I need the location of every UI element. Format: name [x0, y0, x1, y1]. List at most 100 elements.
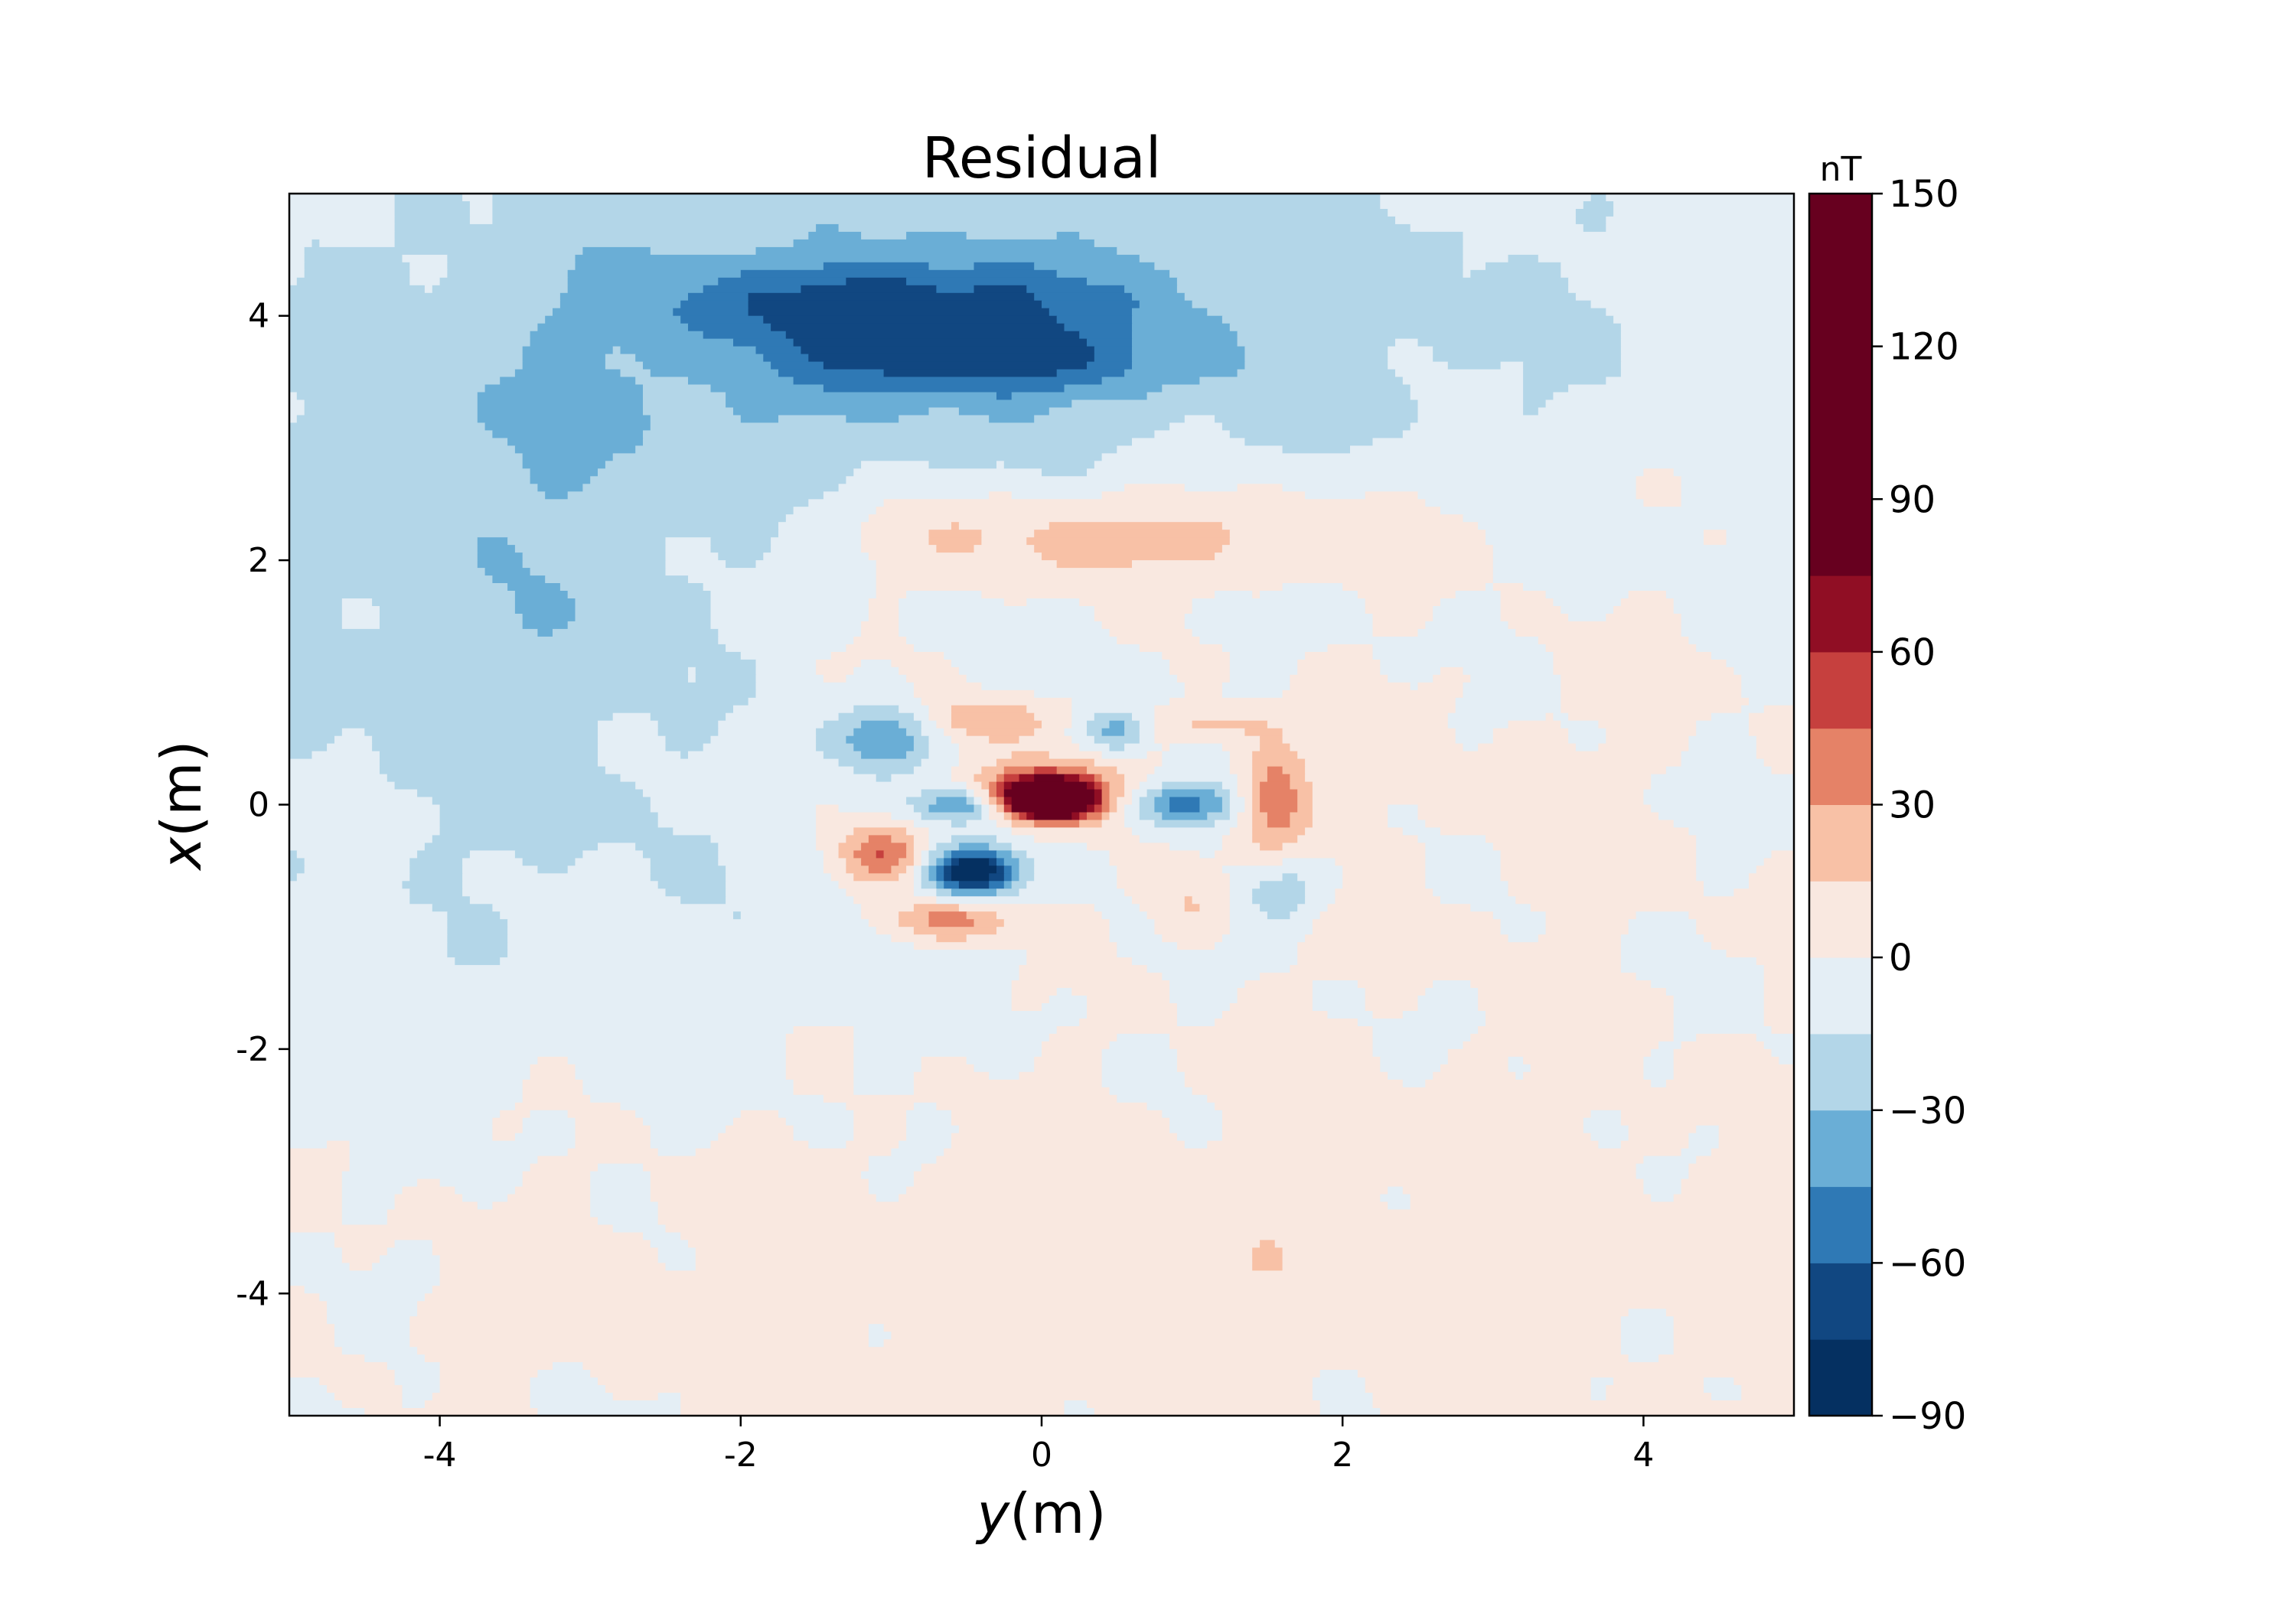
- contour-cell: [514, 1186, 591, 1195]
- contour-cell: [477, 399, 644, 409]
- contour-cell: [899, 858, 915, 867]
- contour-cell: [1169, 804, 1201, 813]
- contour-cell: [1673, 1071, 1794, 1081]
- contour-cell: [1643, 1064, 1675, 1073]
- contour-cell: [289, 598, 343, 607]
- contour-cell: [402, 881, 463, 890]
- contour-cell: [507, 1194, 591, 1203]
- contour-cell: [868, 919, 899, 927]
- contour-cell: [1417, 996, 1479, 1004]
- contour-cell: [921, 858, 930, 867]
- contour-cell: [846, 277, 907, 286]
- contour-cell: [327, 743, 373, 752]
- contour-cell: [289, 254, 305, 263]
- contour-cell: [1154, 797, 1170, 806]
- contour-cell: [1357, 1370, 1794, 1378]
- contour-cell: [1779, 1056, 1794, 1065]
- contour-cell: [1681, 491, 1794, 500]
- contour-cell: [657, 1201, 1388, 1211]
- contour-cell: [1771, 1026, 1794, 1035]
- contour-cell: [913, 1171, 1637, 1180]
- contour-cell: [1395, 369, 1524, 378]
- contour-cell: [1146, 911, 1231, 920]
- contour-cell: [559, 300, 681, 309]
- contour-cell: [1199, 376, 1404, 386]
- contour-cell: [1079, 331, 1133, 340]
- contour-cell: [974, 774, 997, 783]
- contour-cell: [1523, 361, 1622, 370]
- contour-cell: [439, 804, 651, 813]
- contour-cell: [327, 1140, 351, 1149]
- contour-cell: [1718, 1133, 1794, 1142]
- contour-cell: [1492, 911, 1547, 920]
- contour-cell: [380, 606, 516, 614]
- contour-cell: [906, 1110, 952, 1119]
- contour-cell: [921, 1056, 967, 1065]
- contour-cell: [289, 927, 448, 935]
- contour-cell: [665, 553, 719, 561]
- contour-cell: [530, 476, 591, 485]
- contour-cell: [778, 1110, 855, 1119]
- contour-cell: [289, 674, 689, 683]
- contour-cell: [1003, 919, 1110, 927]
- contour-cell: [507, 927, 877, 935]
- contour-cell: [1756, 743, 1794, 752]
- contour-cell: [1117, 1033, 1170, 1042]
- contour-cell: [996, 797, 1005, 806]
- contour-cell: [665, 560, 726, 569]
- contour-cell: [605, 461, 862, 470]
- contour-cell: [665, 568, 877, 576]
- contour-cell: [906, 636, 1118, 645]
- contour-cell: [643, 438, 1133, 447]
- contour-cell: [1094, 614, 1186, 622]
- contour-cell: [1101, 1064, 1178, 1073]
- contour-cell: [726, 881, 840, 890]
- contour-cell: [1019, 888, 1125, 898]
- contour-cell: [1312, 781, 1652, 790]
- contour-cell: [710, 598, 869, 607]
- contour-cell: [1681, 499, 1794, 508]
- contour-cell: [1215, 942, 1298, 950]
- contour-cell: [1282, 843, 1427, 852]
- contour-cell: [530, 1400, 681, 1409]
- contour-cell: [1117, 950, 1298, 958]
- contour-cell: [928, 873, 938, 882]
- contour-cell: [876, 774, 892, 783]
- contour-cell: [1305, 934, 1509, 943]
- contour-cell: [921, 881, 938, 890]
- contour-cell: [853, 1033, 1050, 1042]
- contour-cell: [1763, 1041, 1794, 1050]
- contour-cell: [522, 1178, 591, 1188]
- contour-cell: [928, 843, 938, 852]
- contour-cell: [1079, 812, 1088, 821]
- contour-cell: [1590, 1110, 1622, 1119]
- contour-cell: [1628, 1125, 1697, 1134]
- contour-cell: [409, 888, 463, 898]
- contour-cell: [643, 850, 719, 859]
- contour-cell: [612, 346, 621, 355]
- contour-cell: [974, 797, 983, 806]
- contour-cell: [966, 1056, 1035, 1065]
- contour-cell: [974, 545, 1035, 553]
- contour-cell: [1620, 1332, 1675, 1340]
- contour-cell: [951, 735, 990, 745]
- contour-cell: [553, 628, 719, 637]
- contour-cell: [996, 858, 1005, 867]
- contour-cell: [981, 766, 1005, 775]
- contour-cell: [289, 422, 486, 432]
- contour-cell: [793, 507, 877, 515]
- contour-cell: [1636, 484, 1682, 493]
- contour-cell: [928, 530, 983, 538]
- contour-cell: [289, 934, 448, 943]
- contour-cell: [695, 1255, 1253, 1264]
- contour-cell: [289, 1110, 501, 1119]
- contour-cell: [1252, 896, 1306, 905]
- contour-cell: [289, 346, 523, 355]
- contour-cell: [1192, 598, 1366, 607]
- contour-cell: [1447, 720, 1509, 729]
- contour-cell: [1372, 621, 1427, 630]
- contour-cell: [1410, 223, 1584, 233]
- contour-cell: [522, 621, 569, 630]
- contour-cell: [514, 1102, 621, 1111]
- contour-cell: [289, 667, 689, 676]
